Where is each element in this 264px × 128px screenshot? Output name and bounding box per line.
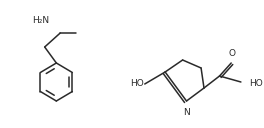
Text: N: N	[183, 108, 190, 117]
Text: O: O	[229, 49, 236, 58]
Text: HO: HO	[249, 78, 262, 88]
Text: HO: HO	[130, 79, 144, 88]
Text: H₂N: H₂N	[32, 16, 50, 25]
